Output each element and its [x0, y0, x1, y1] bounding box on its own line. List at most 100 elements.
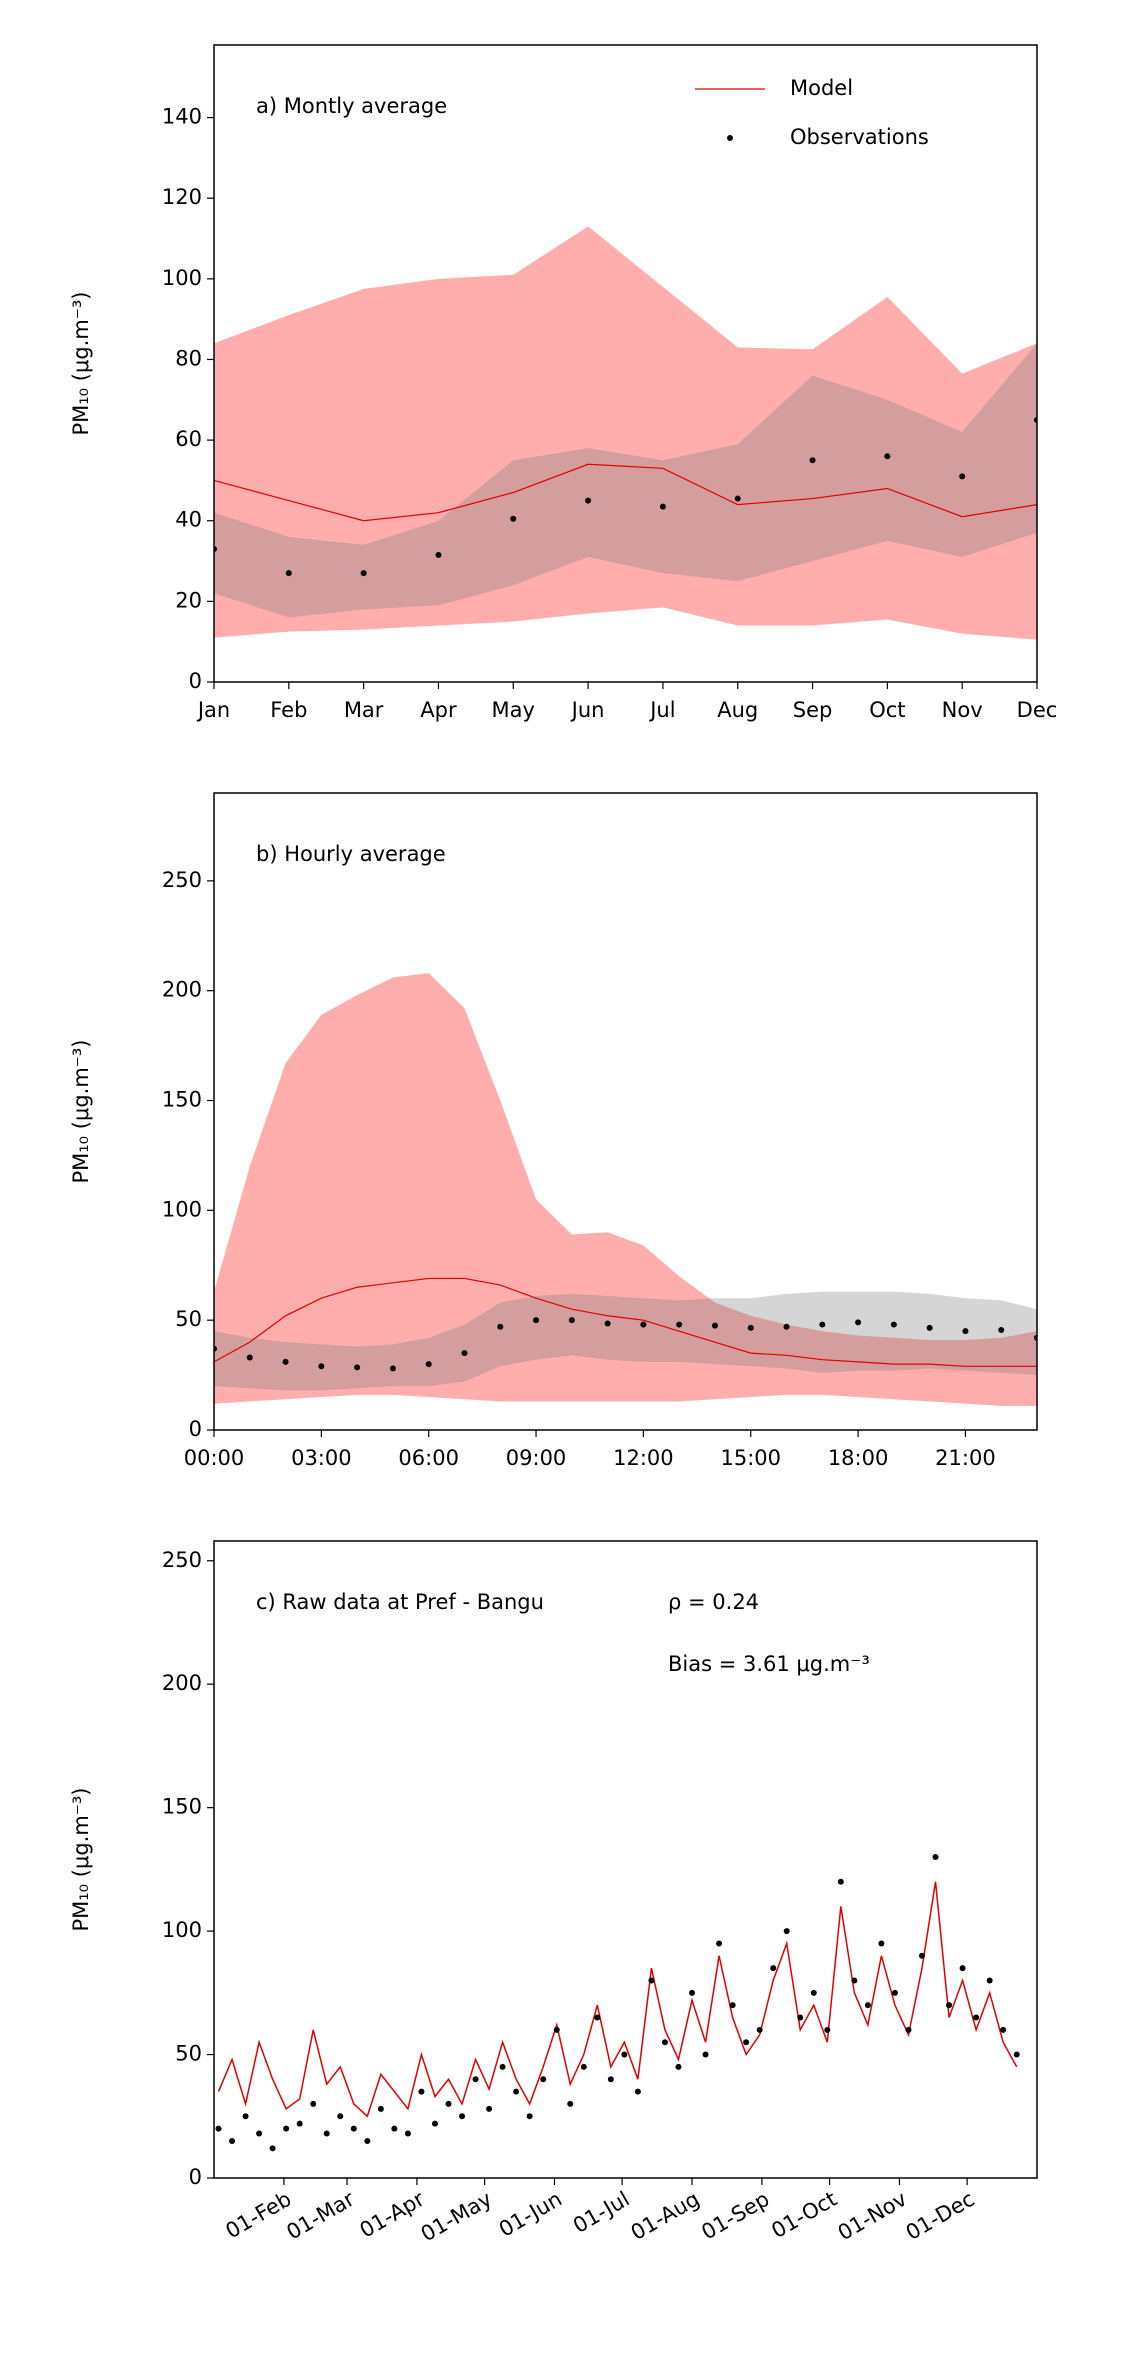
y-tick-label: 40 [175, 508, 202, 532]
x-tick-label: 09:00 [506, 1446, 567, 1470]
observation-dot [389, 1365, 396, 1372]
observation-dot [783, 1928, 790, 1935]
observation-dot [513, 2088, 520, 2095]
plot-area [215, 1854, 1020, 2152]
x-tick-label: Jul [648, 698, 675, 722]
y-tick-label: 100 [162, 1197, 202, 1221]
observation-dot [661, 2039, 668, 2046]
x-tick-label: 15:00 [720, 1446, 781, 1470]
observation-dot [959, 1965, 966, 1972]
x-tick-label: Apr [420, 698, 457, 722]
observation-dot [435, 552, 442, 559]
observation-dot [878, 1940, 885, 1947]
observation-dot [946, 2002, 953, 2009]
plot-area [214, 226, 1037, 640]
observation-dot [568, 1317, 575, 1324]
x-tick-label: Jan [196, 698, 230, 722]
y-tick-label: 150 [162, 1088, 202, 1112]
y-axis-label: PM₁₀ (μg.m⁻³) [69, 291, 93, 435]
observation-dot [215, 2125, 222, 2132]
observation-dot [594, 2014, 601, 2021]
observation-dot [711, 1322, 718, 1329]
observation-dot [837, 1878, 844, 1885]
y-tick-label: 0 [189, 1417, 202, 1441]
observation-dot [497, 1323, 504, 1330]
x-tick-label: 03:00 [291, 1446, 352, 1470]
x-tick-label: 01-Apr [356, 2187, 429, 2243]
observation-dot [819, 1321, 826, 1328]
y-tick-label: 60 [175, 427, 202, 451]
y-axis-label: PM₁₀ (μg.m⁻³) [69, 1039, 93, 1183]
y-tick-label: 20 [175, 588, 202, 612]
observation-dot [675, 2063, 682, 2070]
y-tick-label: 120 [162, 185, 202, 209]
observation-dot [526, 2113, 533, 2120]
x-tick-label: 01-Nov [834, 2187, 911, 2245]
observation-dot [783, 1323, 790, 1330]
annotation: Bias = 3.61 μg.m⁻³ [668, 1652, 870, 1676]
x-tick-label: Mar [344, 698, 384, 722]
x-tick-label: 01-Jun [495, 2187, 566, 2242]
observation-dot [607, 2076, 614, 2083]
observation-dot [282, 1358, 289, 1365]
axes-frame [213, 792, 1038, 1431]
legend-label: Model [790, 76, 853, 100]
observation-dot [604, 1320, 611, 1327]
observation-dot [810, 1989, 817, 1996]
observation-dot [919, 1952, 926, 1959]
observation-dot [890, 1321, 897, 1328]
x-tick-label: Feb [270, 698, 307, 722]
panel-title: c) Raw data at Pref - Bangu [256, 1590, 544, 1614]
x-tick-label: 01-Oct [767, 2187, 841, 2243]
observation-dot [461, 1350, 468, 1357]
model-line [217, 1881, 1018, 2118]
observation-dot [716, 1940, 723, 1947]
observation-dot [360, 570, 367, 577]
model-line [214, 1277, 1037, 1367]
observation-dot [418, 2088, 425, 2095]
observation-dot [851, 1977, 858, 1984]
observation-dot [404, 2130, 411, 2137]
y-tick-label: 100 [162, 1918, 202, 1942]
observation-dot [296, 2120, 303, 2127]
range-band [214, 1291, 1037, 1391]
x-tick-label: Nov [942, 698, 983, 722]
observation-dot [431, 2120, 438, 2127]
observation-dot [932, 1854, 939, 1861]
plot-area [214, 973, 1037, 1406]
axes-frame [213, 1540, 1038, 2179]
observation-dot [962, 1328, 969, 1335]
observation-dot [702, 2051, 709, 2058]
x-tick-label: 01-Feb [221, 2187, 295, 2244]
observation-dot [926, 1324, 933, 1331]
observation-dot [689, 1989, 696, 1996]
observation-dot [337, 2113, 344, 2120]
x-tick-label: 00:00 [184, 1446, 245, 1470]
observation-dot [1000, 2026, 1007, 2033]
x-tick-label: Dec [1017, 698, 1058, 722]
observation-dot [734, 495, 741, 502]
observation-dot [486, 2105, 493, 2112]
legend-label: Observations [790, 125, 929, 149]
observation-dot [659, 503, 666, 510]
observation-dot [770, 1965, 777, 1972]
observation-dot [354, 1364, 361, 1371]
x-tick-label: 01-Mar [283, 2187, 359, 2245]
observation-dot [242, 2113, 249, 2120]
observation-dot [364, 2137, 371, 2144]
x-tick-label: Jun [570, 698, 605, 722]
legend-dot [727, 135, 733, 141]
observation-dot [350, 2125, 357, 2132]
observation-dot [391, 2125, 398, 2132]
observation-dot [648, 1977, 655, 1984]
observation-dot [445, 2100, 452, 2107]
y-tick-label: 100 [162, 266, 202, 290]
observation-dot [283, 2125, 290, 2132]
x-tick-label: 01-Dec [902, 2187, 979, 2245]
observation-dot [246, 1354, 253, 1361]
observation-dot [540, 2076, 547, 2083]
observation-dot [567, 2100, 574, 2107]
observation-dot [510, 515, 517, 522]
observation-dot [640, 1321, 647, 1328]
observation-dot [533, 1317, 540, 1324]
